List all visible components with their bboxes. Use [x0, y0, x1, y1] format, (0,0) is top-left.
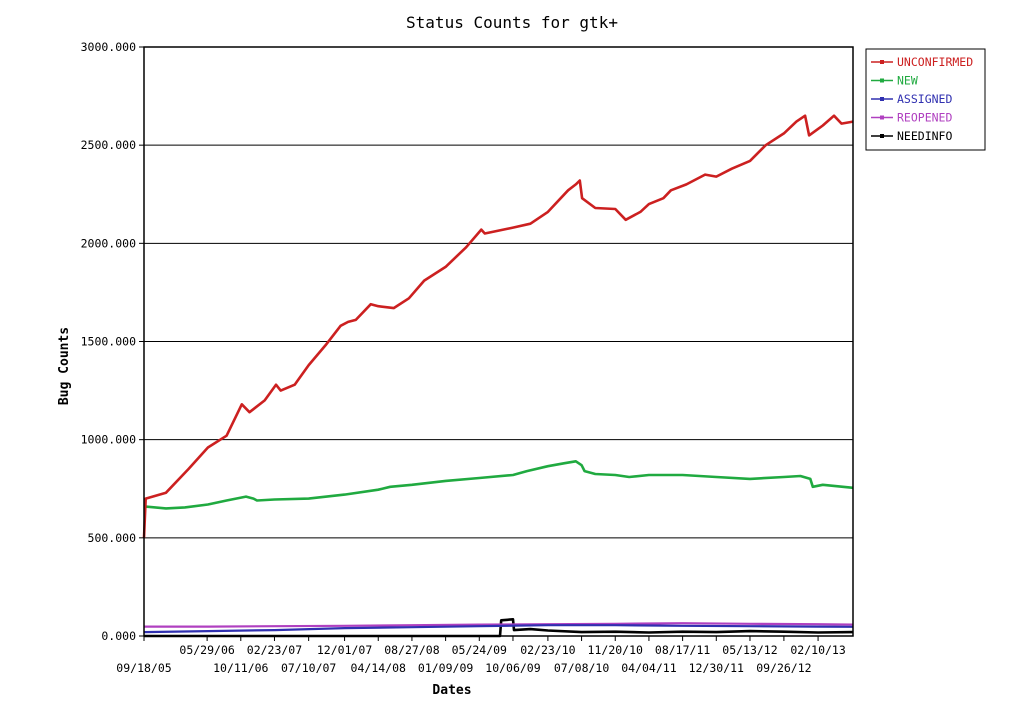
x-tick-label-lower-7: 04/04/11: [621, 661, 676, 675]
y-tick-label-5: 2500.000: [81, 138, 136, 152]
y-axis-ticks: 0.000 500.000 1000.000 1500.000 2000.000 2500…: [81, 40, 144, 643]
x-tick-label-lower-1: 10/11/06: [213, 661, 268, 675]
y-axis-label: Bug Counts: [57, 327, 72, 405]
x-tick-label-lower-2: 07/10/07: [281, 661, 336, 675]
gridlines: [144, 144, 853, 539]
legend-box: [865, 48, 986, 151]
series-line-assigned: [143, 624, 854, 634]
legend-marker-assigned: [880, 97, 884, 101]
legend-label-reopened: REOPENED: [897, 111, 952, 125]
y-tick-label-3: 1500.000: [81, 335, 136, 349]
legend-label-unconfirmed: UNCONFIRMED: [897, 55, 973, 69]
series-line-new: [143, 459, 854, 510]
y-tick-label-0: 0.000: [101, 629, 136, 643]
legend-marker-reopened: [880, 115, 884, 120]
y-tick-label-6: 3000.000: [81, 40, 136, 54]
legend-marker-unconfirmed: [880, 60, 884, 64]
x-tick-label-lower-5: 10/06/09: [485, 661, 540, 675]
chart-title: Status Counts for gtk+: [406, 13, 618, 32]
x-tick-label-lower-0: 09/18/05: [116, 661, 171, 675]
x-axis-label: Dates: [432, 683, 471, 698]
x-tick-label-upper-9: 02/10/13: [790, 643, 845, 657]
legend: UNCONFIRMED NEW ASSIGNED REOPENED NEEDINFO: [865, 48, 986, 151]
x-tick-label-lower-6: 07/08/10: [554, 661, 609, 675]
y-tick-label-2: 1000.000: [81, 433, 136, 447]
x-tick-label-lower-3: 04/14/08: [351, 661, 406, 675]
series-line-needinfo: [144, 617, 854, 638]
x-tick-label-upper-3: 08/27/08: [384, 643, 439, 657]
x-tick-label-upper-1: 02/23/07: [247, 643, 302, 657]
x-axis-ticks: 05/29/06 02/23/07 12/01/07 08/27/08 05/24/09…: [116, 636, 846, 675]
x-tick-label-lower-8: 12/30/11: [689, 661, 744, 675]
y-tick-label-4: 2000.000: [81, 236, 136, 250]
x-tick-label-lower-9: 09/26/12: [756, 661, 811, 675]
legend-label-needinfo: NEEDINFO: [897, 129, 952, 143]
legend-marker-new: [880, 78, 884, 83]
x-tick-label-upper-4: 05/24/09: [452, 643, 507, 657]
x-tick-label-upper-8: 05/13/12: [722, 643, 777, 657]
legend-marker-needinfo: [880, 134, 884, 138]
x-tick-label-upper-0: 05/29/06: [179, 643, 234, 657]
x-tick-label-lower-4: 01/09/09: [418, 661, 473, 675]
legend-label-assigned: ASSIGNED: [897, 92, 952, 106]
legend-label-new: NEW: [897, 74, 918, 88]
x-tick-label-upper-7: 08/17/11: [655, 643, 710, 657]
series-line-unconfirmed: [142, 114, 854, 538]
x-tick-label-upper-5: 02/23/10: [520, 643, 575, 657]
series-lines: [142, 114, 854, 638]
y-tick-label-1: 500.000: [88, 531, 137, 545]
x-tick-label-upper-6: 11/20/10: [588, 643, 643, 657]
series-line-reopened: [144, 622, 854, 628]
x-tick-label-upper-2: 12/01/07: [317, 643, 372, 657]
